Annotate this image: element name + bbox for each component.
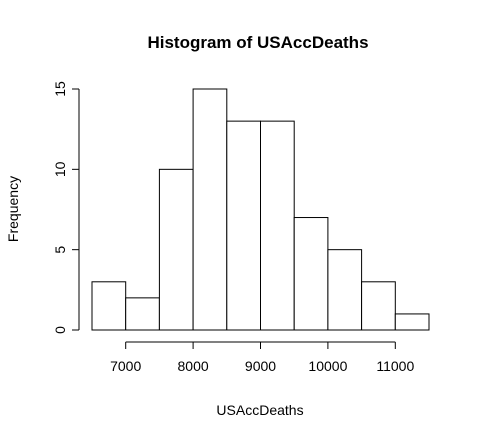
histogram-bar-1 <box>125 297 160 331</box>
x-axis: 7000 8000 9000 10000 11000 <box>110 341 414 374</box>
histogram-bar-0 <box>91 281 127 331</box>
x-tick-label-11000: 11000 <box>376 358 414 374</box>
y-axis: 0 5 10 15 <box>52 81 80 334</box>
x-tick-label-8000: 8000 <box>178 358 209 374</box>
histogram-bar-9 <box>394 313 430 331</box>
bars-group <box>91 88 430 331</box>
x-tick-label-10000: 10000 <box>308 358 347 374</box>
x-tick-label-9000: 9000 <box>245 358 276 374</box>
histogram-bar-3 <box>192 88 228 331</box>
histogram-bar-8 <box>361 281 396 331</box>
histogram-bar-4 <box>226 120 262 331</box>
x-tick-label-7000: 7000 <box>110 358 141 374</box>
y-tick-label-15: 15 <box>52 81 68 97</box>
x-axis-label: USAccDeaths <box>216 402 303 418</box>
y-axis-label: Frequency <box>5 176 21 242</box>
y-tick-label-0: 0 <box>52 326 68 334</box>
histogram-bar-2 <box>158 168 194 331</box>
chart-title: Histogram of USAccDeaths <box>147 33 368 52</box>
y-tick-label-10: 10 <box>52 161 68 177</box>
histogram-bar-6 <box>293 217 329 331</box>
histogram-bar-7 <box>327 249 363 331</box>
y-tick-label-5: 5 <box>52 246 68 254</box>
histogram-bar-5 <box>260 120 295 331</box>
